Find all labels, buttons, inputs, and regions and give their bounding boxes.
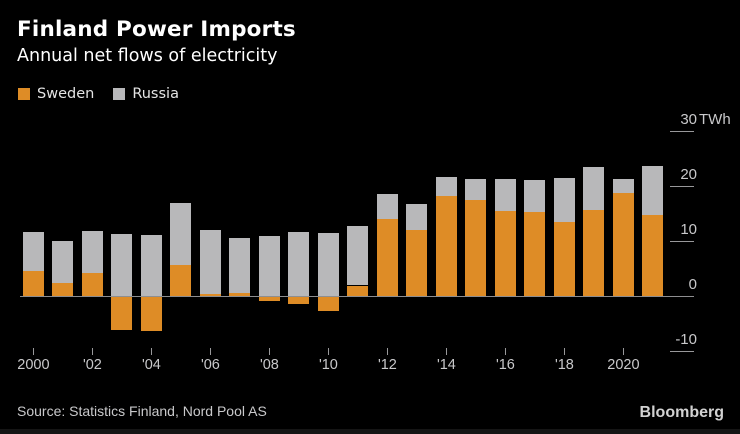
- x-axis-label-2008: '08: [259, 356, 279, 373]
- bar-segment-russia-2006: [199, 229, 221, 294]
- bar-segment-russia-2007: [229, 238, 251, 294]
- bar-segment-sweden-2015: [465, 200, 487, 297]
- legend-item-russia: Russia: [113, 86, 179, 102]
- bar-segment-russia-2002: [81, 231, 103, 274]
- x-axis-label-2014: '14: [436, 356, 456, 373]
- bar-segment-russia-2020: [612, 178, 634, 194]
- bar-segment-sweden-2004: [140, 296, 162, 331]
- x-tick-2014: [445, 347, 448, 355]
- bar-segment-russia-2010: [317, 232, 339, 297]
- x-axis-label-2016: '16: [495, 356, 515, 373]
- bar-segment-russia-2012: [376, 194, 398, 219]
- bottom-strip: [0, 429, 740, 434]
- bar-segment-sweden-2020: [612, 193, 634, 297]
- x-axis-label-2002: '02: [82, 356, 102, 373]
- bar-segment-sweden-2007: [229, 293, 251, 297]
- bar-segment-russia-2018: [553, 178, 575, 223]
- bar-segment-sweden-2012: [376, 218, 398, 297]
- bar-segment-sweden-2021: [642, 215, 664, 297]
- x-axis-label-2006: '06: [200, 356, 220, 373]
- bar-segment-sweden-2011: [347, 285, 369, 297]
- y-axis-label-20: 20: [680, 165, 697, 183]
- y-axis-label-30: 30: [680, 110, 697, 128]
- bar-segment-russia-2003: [111, 234, 133, 297]
- bar-segment-russia-2014: [435, 177, 457, 196]
- bar-segment-sweden-2014: [435, 195, 457, 297]
- legend-label-russia: Russia: [132, 86, 179, 102]
- bar-segment-sweden-2013: [406, 229, 428, 297]
- bar-segment-russia-2011: [347, 225, 369, 286]
- bar-segment-russia-2019: [583, 167, 605, 210]
- bar-segment-sweden-2009: [288, 296, 310, 304]
- bar-segment-sweden-2006: [199, 293, 221, 297]
- legend: Sweden Russia: [18, 86, 179, 102]
- bar-segment-sweden-2003: [111, 296, 133, 331]
- bar-segment-russia-2015: [465, 179, 487, 201]
- russia-swatch-icon: [113, 88, 126, 100]
- y-axis-label-0: 0: [688, 275, 697, 293]
- bar-segment-sweden-2018: [553, 222, 575, 297]
- y-tick-10: [670, 240, 694, 243]
- zero-baseline: [20, 295, 694, 298]
- x-tick-2002: [91, 347, 94, 355]
- x-axis-label-2004: '04: [141, 356, 161, 373]
- bar-segment-sweden-2010: [317, 296, 339, 311]
- x-tick-2010: [327, 347, 330, 355]
- chart-title: Finland Power Imports: [17, 17, 296, 42]
- x-tick-2000: [32, 347, 35, 355]
- y-tick--10: [670, 350, 694, 353]
- bar-segment-sweden-2008: [258, 296, 280, 301]
- bar-segment-sweden-2017: [524, 212, 546, 297]
- y-tick-30: [670, 130, 694, 133]
- y-tick-20: [670, 185, 694, 188]
- x-axis-label-2012: '12: [377, 356, 397, 373]
- x-axis-label-2020: 2020: [607, 356, 640, 373]
- y-axis-unit: TWh: [699, 110, 731, 128]
- y-axis-label--10: -10: [675, 330, 697, 348]
- x-axis-label-2000: 2000: [17, 356, 50, 373]
- bar-segment-sweden-2005: [170, 265, 192, 297]
- x-tick-2012: [386, 347, 389, 355]
- bar-segment-russia-2013: [406, 204, 428, 230]
- bar-segment-russia-2021: [642, 165, 664, 216]
- bar-segment-sweden-2001: [52, 282, 74, 297]
- x-tick-2020: [622, 347, 625, 355]
- y-axis-label-10: 10: [680, 220, 697, 238]
- bar-segment-russia-2017: [524, 180, 546, 213]
- bar-segment-russia-2005: [170, 203, 192, 266]
- x-tick-2008: [268, 347, 271, 355]
- bar-segment-sweden-2000: [22, 270, 44, 297]
- bar-segment-russia-2004: [140, 234, 162, 297]
- bar-segment-russia-2008: [258, 236, 280, 297]
- bloomberg-logo: Bloomberg: [639, 404, 724, 421]
- x-tick-2018: [563, 347, 566, 355]
- bar-segment-sweden-2002: [81, 273, 103, 297]
- chart-subtitle: Annual net flows of electricity: [17, 46, 278, 66]
- bar-segment-russia-2001: [52, 240, 74, 283]
- source-note: Source: Statistics Finland, Nord Pool AS: [17, 403, 267, 419]
- x-axis-label-2010: '10: [318, 356, 338, 373]
- bar-segment-sweden-2019: [583, 209, 605, 297]
- bar-segment-sweden-2016: [494, 210, 516, 297]
- x-axis-label-2018: '18: [554, 356, 574, 373]
- x-tick-2004: [150, 347, 153, 355]
- bar-segment-russia-2016: [494, 179, 516, 211]
- bar-segment-russia-2000: [22, 231, 44, 271]
- legend-item-sweden: Sweden: [18, 86, 94, 102]
- x-tick-2006: [209, 347, 212, 355]
- sweden-swatch-icon: [18, 88, 30, 100]
- legend-label-sweden: Sweden: [37, 86, 95, 102]
- x-tick-2016: [504, 347, 507, 355]
- bar-segment-russia-2009: [288, 232, 310, 297]
